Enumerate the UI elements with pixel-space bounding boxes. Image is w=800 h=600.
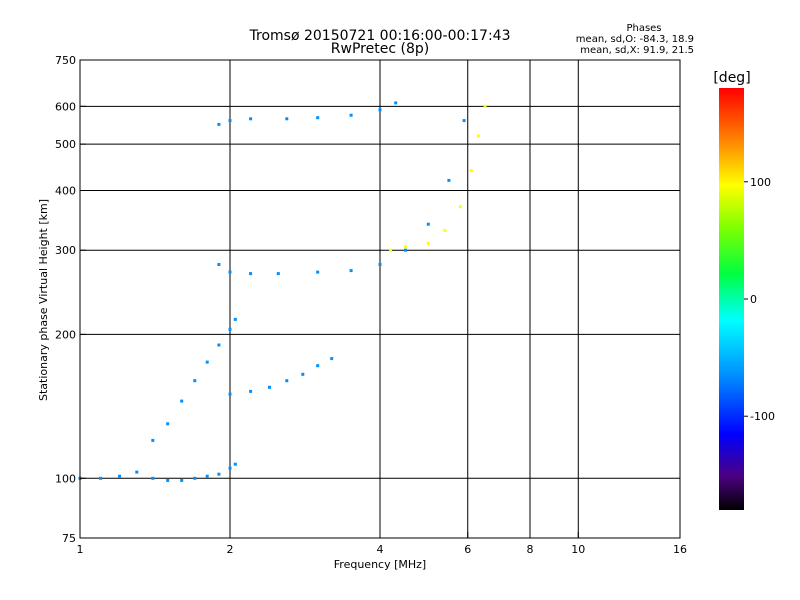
data-point — [285, 117, 289, 121]
x-tick-label: 4 — [377, 543, 384, 556]
data-point — [378, 108, 382, 112]
data-point — [268, 385, 271, 389]
phases-x-stats: mean, sd,X: 91.9, 21.5 — [580, 45, 694, 56]
x-tick-label: 16 — [673, 543, 687, 556]
data-point — [404, 245, 407, 249]
x-axis-label: Frequency [MHz] — [334, 558, 426, 571]
data-point — [443, 228, 447, 232]
data-point — [249, 272, 253, 276]
data-point — [285, 379, 289, 383]
data-point — [151, 438, 155, 442]
data-point — [389, 248, 393, 252]
data-point — [228, 270, 232, 274]
data-point — [180, 478, 184, 482]
data-point — [135, 470, 139, 474]
data-point — [301, 372, 305, 376]
data-point — [228, 327, 232, 331]
scatter-points — [78, 101, 487, 482]
data-point — [217, 122, 221, 126]
data-point — [404, 248, 407, 252]
data-point — [316, 364, 320, 368]
y-tick-label: 750 — [55, 54, 76, 67]
x-tick-label: 2 — [227, 543, 234, 556]
chart-title: Tromsø 20150721 00:16:00-00:17:43 — [249, 28, 511, 44]
y-tick-label: 75 — [62, 532, 76, 545]
data-point — [249, 117, 253, 121]
y-tick-label: 300 — [55, 244, 76, 257]
data-point — [447, 178, 451, 182]
y-tick-label: 500 — [55, 138, 76, 151]
y-axis-label: Stationary phase Virtual Height [km] — [37, 199, 50, 401]
data-point — [426, 222, 430, 226]
data-point — [330, 357, 334, 361]
data-point — [180, 399, 184, 403]
chart-subtitle: RwPretec (8p) — [331, 41, 429, 57]
data-point — [166, 478, 170, 482]
colorbar-label: [deg] — [713, 70, 750, 86]
data-point — [205, 360, 209, 364]
data-point — [193, 476, 197, 480]
y-tick-label: 400 — [55, 184, 76, 197]
grid-lines — [80, 60, 680, 538]
colorbar-ticks: 100 0 -100 — [744, 176, 775, 423]
colorbar: [deg] — [713, 70, 751, 510]
y-tick-label: 200 — [55, 328, 76, 341]
data-point — [217, 263, 221, 266]
data-point — [469, 169, 473, 173]
x-tick-label: 8 — [527, 543, 534, 556]
y-axis: 75 100 200 300 400 500 600 750 — [55, 54, 86, 545]
data-point — [378, 263, 382, 266]
data-point — [276, 272, 280, 276]
data-point — [483, 104, 487, 108]
data-point — [228, 466, 232, 470]
phases-heading: Phases — [626, 23, 661, 34]
data-point — [249, 389, 253, 393]
data-point — [193, 379, 197, 383]
colorbar-tick-label: -100 — [750, 410, 775, 423]
data-point — [228, 119, 232, 123]
data-point — [349, 113, 353, 117]
colorbar-gradient — [719, 88, 744, 510]
data-point — [458, 205, 462, 209]
data-point — [233, 462, 237, 466]
data-point — [426, 241, 430, 245]
y-tick-label: 100 — [55, 472, 76, 485]
data-point — [118, 474, 121, 478]
data-point — [217, 472, 221, 476]
y-tick-label: 600 — [55, 100, 76, 113]
data-point — [151, 476, 155, 480]
data-point — [205, 474, 209, 478]
x-tick-label: 1 — [77, 543, 84, 556]
data-point — [476, 134, 480, 138]
data-point — [316, 116, 320, 120]
data-point — [233, 317, 237, 321]
data-point — [99, 476, 103, 480]
data-point — [394, 101, 398, 105]
colorbar-tick-label: 0 — [750, 293, 757, 306]
data-point — [228, 392, 232, 396]
data-point — [462, 119, 466, 123]
x-tick-label: 10 — [571, 543, 585, 556]
data-point — [349, 269, 353, 273]
x-axis: 1 2 4 6 8 10 16 — [77, 532, 687, 556]
data-point — [166, 422, 170, 426]
colorbar-tick-label: 100 — [750, 176, 771, 189]
x-tick-label: 6 — [464, 543, 471, 556]
phases-o-stats: mean, sd,O: -84.3, 18.9 — [576, 34, 694, 45]
data-point — [217, 343, 221, 347]
data-point — [316, 270, 320, 274]
